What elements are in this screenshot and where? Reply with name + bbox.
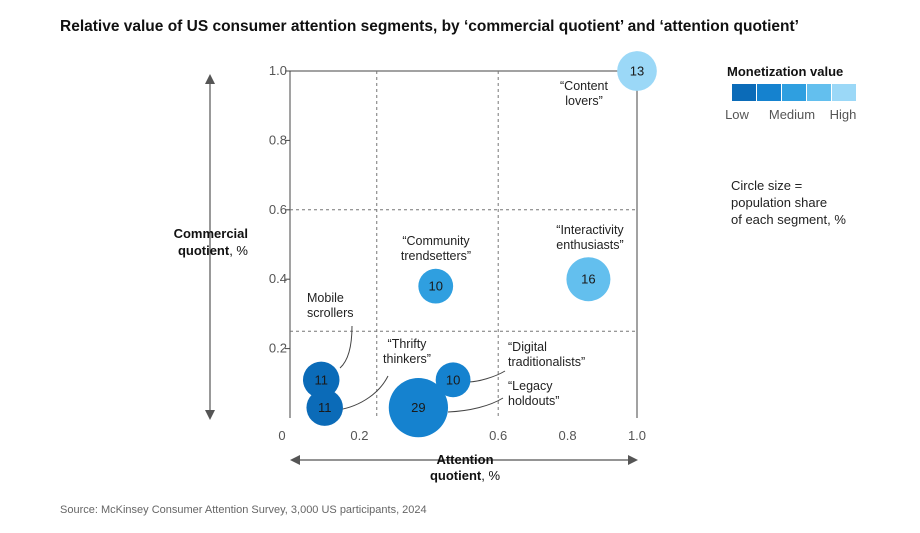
x-axis-title-line2: quotient, %: [430, 468, 500, 483]
x-tick-label: 0.6: [489, 428, 507, 443]
segment-label: lovers”: [565, 94, 603, 108]
y-tick-label: 0.8: [269, 132, 287, 147]
gridlines: [290, 71, 637, 418]
bubble: [435, 362, 471, 398]
monetization-legend: Monetization value Low Medium High: [725, 64, 856, 122]
x-tick-label: 1.0: [628, 428, 646, 443]
segment-label: enthusiasts”: [556, 238, 623, 252]
x-tick-label: 0.8: [559, 428, 577, 443]
x-axis-title: Attention: [436, 452, 493, 467]
size-note-line: population share: [731, 195, 827, 210]
legend-swatch: [807, 84, 831, 101]
leader-line: [447, 397, 504, 413]
bubbles: 29 16 13 11 11 10 10: [302, 51, 657, 438]
y-axis-title: Commercial: [174, 226, 248, 241]
legend-title: Monetization value: [727, 64, 843, 79]
segment-label: “Thrifty: [388, 337, 428, 351]
size-note-line: of each segment, %: [731, 212, 846, 227]
segment-label: “Digital: [508, 340, 547, 354]
x-axis-arrow-left-head: [290, 455, 300, 465]
leader-line: [339, 325, 353, 369]
legend-swatch: [782, 84, 806, 101]
source-note: Source: McKinsey Consumer Attention Surv…: [60, 504, 427, 516]
bubble: [302, 361, 340, 399]
x-tick-label: 0: [278, 428, 285, 443]
bubble-value-label: 13: [630, 64, 644, 79]
bubble: [418, 268, 454, 304]
bubble-value-label: 29: [411, 400, 425, 415]
bubble-value-label: 10: [429, 279, 443, 294]
y-tick-label: 0.4: [269, 271, 287, 286]
y-tick-label: 1.0: [269, 63, 287, 78]
y-tick-label: 0.2: [269, 341, 287, 356]
segment-label: traditionalists”: [508, 355, 585, 369]
segment-label: trendsetters”: [401, 249, 471, 263]
leader-line: [467, 370, 506, 383]
axis-arrows: [205, 74, 638, 465]
chart-title: Relative value of US consumer attention …: [60, 18, 799, 35]
legend-label: Low: [725, 107, 749, 122]
size-note: Circle size = population share of each seg…: [731, 178, 846, 227]
plot-frame: [289, 70, 638, 418]
leader-line: [337, 375, 389, 411]
segment-label: holdouts”: [508, 394, 559, 408]
y-axis-arrow-up-head: [205, 74, 215, 84]
x-tick-label: 0.2: [350, 428, 368, 443]
segment-label: “Legacy: [508, 379, 553, 393]
legend-swatch: [832, 84, 856, 101]
legend-swatch: [757, 84, 781, 101]
y-tick-label: 0.6: [269, 202, 287, 217]
bubble-value-label: 10: [446, 372, 460, 387]
bubble: [617, 51, 657, 91]
x-axis-arrow-right-head: [628, 455, 638, 465]
legend-swatch: [732, 84, 756, 101]
y-axis-title-line2: quotient, %: [178, 243, 248, 258]
segment-label: “Interactivity: [556, 223, 624, 237]
label-leader-lines: [337, 325, 506, 413]
segment-label: scrollers: [307, 306, 354, 320]
bubble-value-label: 16: [581, 272, 595, 287]
bubble-value-label: 11: [314, 372, 328, 387]
y-axis-arrow-down-head: [205, 410, 215, 420]
bubble: [388, 377, 449, 438]
segment-label: Mobile: [307, 291, 344, 305]
legend-label: Medium: [769, 107, 815, 122]
bubble: [306, 389, 343, 426]
x-axis-ticks: 0 0.2 0.6 0.8 1.0: [278, 428, 646, 443]
bubble-value-label: 11: [318, 400, 332, 415]
bubble: [566, 257, 611, 302]
y-axis-ticks: 0.2 0.4 0.6 0.8 1.0: [269, 63, 290, 356]
segment-label: thinkers”: [383, 352, 431, 366]
legend-label: High: [830, 107, 857, 122]
segment-label: “Content: [560, 79, 608, 93]
size-note-line: Circle size =: [731, 178, 802, 193]
segment-label: “Community: [402, 234, 470, 248]
